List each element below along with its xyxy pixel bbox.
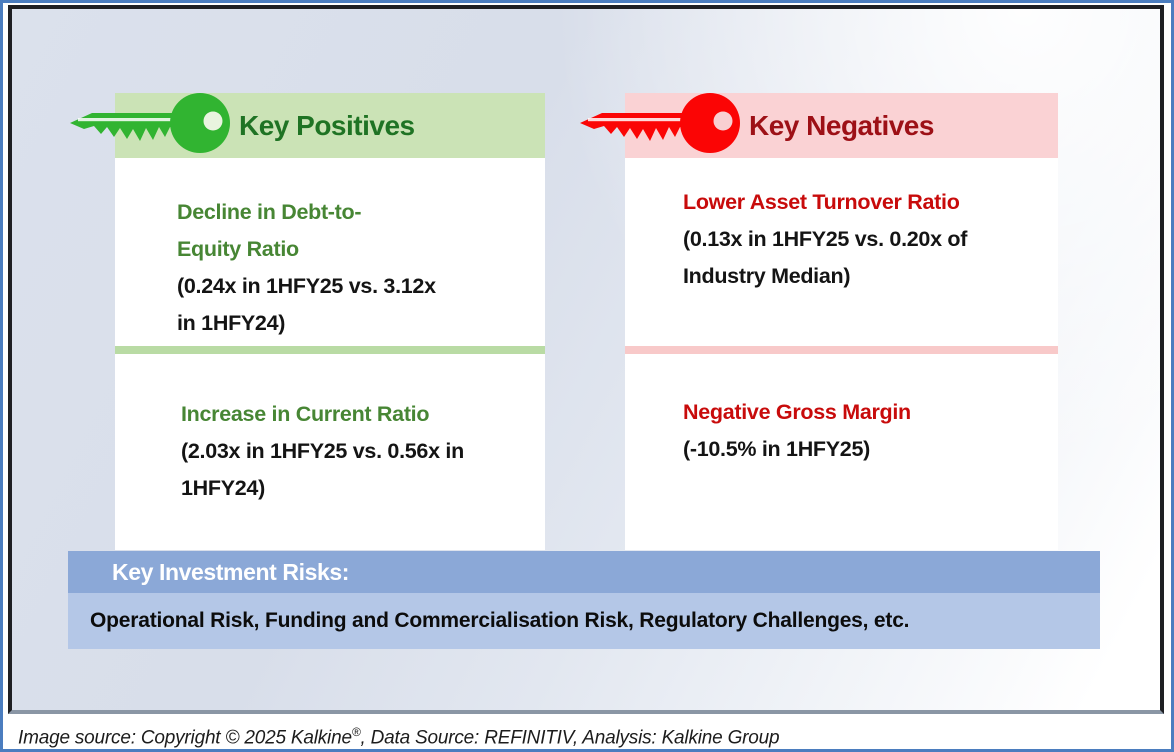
negative-item-detail: (-10.5% in 1HFY25): [683, 437, 870, 461]
key-investment-risks-band: Key Investment Risks: Operational Risk, …: [68, 551, 1100, 649]
positive-item-debt-to-equity: Decline in Debt-to- Equity Ratio (0.24x …: [115, 158, 545, 346]
image-source-attribution: Image source: Copyright © 2025 Kalkine®,…: [18, 715, 780, 749]
pink-divider: [625, 346, 1058, 354]
negative-item-gross-margin: Negative Gross Margin (-10.5% in 1HFY25): [625, 354, 1058, 550]
negative-item-title: Negative Gross Margin: [683, 400, 911, 424]
positive-item-title: Equity Ratio: [177, 237, 299, 261]
positive-item-title: Decline in Debt-to-: [177, 200, 362, 224]
attribution-suffix: , Data Source: REFINITIV, Analysis: Kalk…: [360, 727, 780, 749]
negative-item-detail: Industry Median): [683, 264, 851, 288]
positive-item-detail: (0.24x in 1HFY25 vs. 3.12x: [177, 274, 436, 298]
red-key-icon: [580, 93, 740, 153]
green-key-icon: [70, 93, 230, 153]
green-divider: [115, 346, 545, 354]
positive-item-detail: in 1HFY24): [177, 311, 286, 335]
negative-item-asset-turnover: Lower Asset Turnover Ratio (0.13x in 1HF…: [625, 158, 1058, 346]
positive-item-current-ratio: Increase in Current Ratio (2.03x in 1HFY…: [115, 354, 545, 550]
risks-body-text: Operational Risk, Funding and Commercial…: [68, 593, 1100, 649]
positive-item-detail: (2.03x in 1HFY25 vs. 0.56x in: [181, 439, 464, 463]
registered-mark: ®: [351, 725, 361, 739]
key-negatives-title: Key Negatives: [749, 110, 934, 141]
key-positives-title: Key Positives: [239, 110, 415, 141]
positive-item-title: Increase in Current Ratio: [181, 402, 430, 426]
attribution-prefix: Image source: Copyright © 2025 Kalkine: [18, 727, 352, 749]
key-positives-panel: Decline in Debt-to- Equity Ratio (0.24x …: [115, 158, 545, 550]
risks-heading: Key Investment Risks:: [68, 551, 1100, 593]
negative-item-title: Lower Asset Turnover Ratio: [683, 190, 960, 214]
key-negatives-panel: Lower Asset Turnover Ratio (0.13x in 1HF…: [625, 158, 1058, 550]
negative-item-detail: (0.13x in 1HFY25 vs. 0.20x of: [683, 227, 968, 251]
positive-item-detail: 1HFY24): [181, 476, 265, 500]
